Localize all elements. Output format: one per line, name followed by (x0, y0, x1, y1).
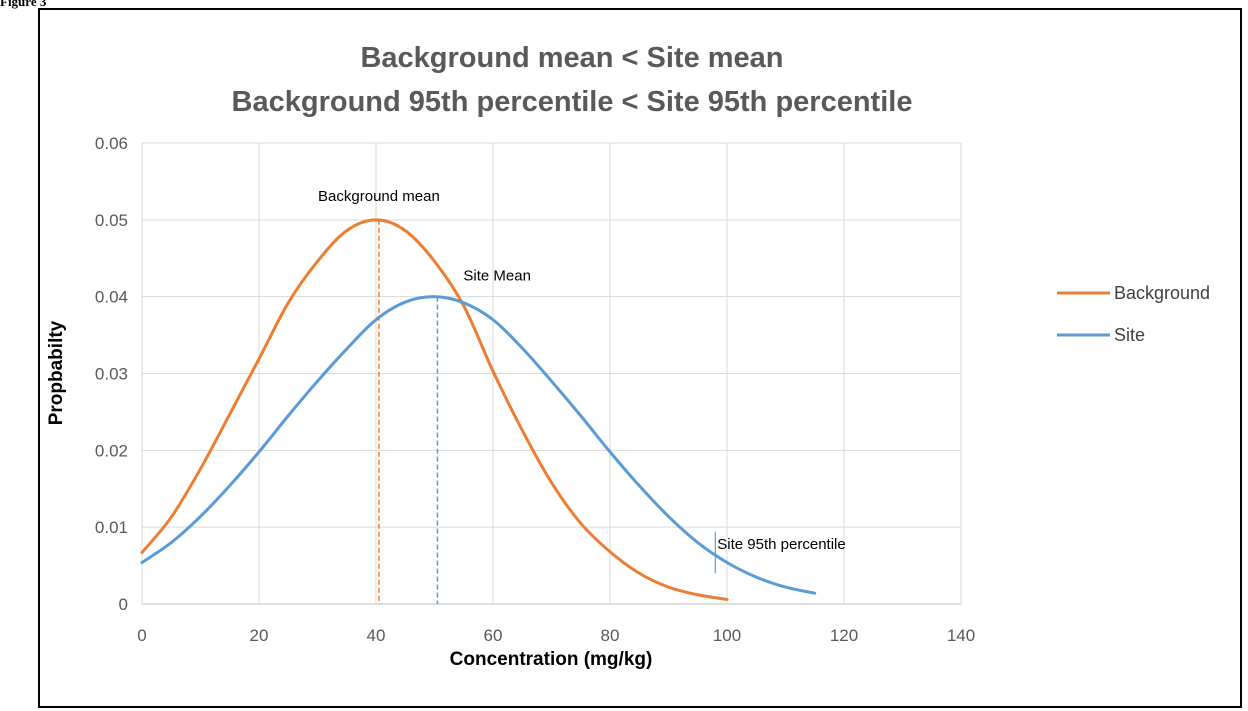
y-tick-label: 0.03 (95, 365, 128, 384)
grid-lines (141, 142, 962, 605)
annotation-site-mean: Site Mean (463, 268, 531, 285)
chart-title-line-1: Background mean < Site mean (360, 42, 783, 74)
y-tick-label: 0 (119, 595, 128, 614)
chart-frame (38, 8, 1242, 708)
x-tick-label: 20 (250, 626, 269, 645)
y-axis-label: Propbabilty (46, 320, 67, 425)
x-tick-label: 120 (830, 626, 858, 645)
reference-lines (378, 219, 716, 604)
x-tick-label: 80 (601, 626, 620, 645)
y-tick-label: 0.05 (95, 211, 128, 230)
annotations: Background mean Site Mean Site 95th percen… (318, 188, 846, 553)
y-tick-label: 0.02 (95, 441, 128, 460)
series-lines (140, 218, 817, 601)
legend-label-site: Site (1114, 325, 1145, 345)
y-tick-label: 0.06 (95, 134, 128, 153)
x-tick-label: 0 (137, 626, 146, 645)
figure-label: Figure 3 (0, 0, 47, 9)
x-tick-label: 60 (484, 626, 503, 645)
x-tick-label: 40 (367, 626, 386, 645)
x-axis-label: Concentration (mg/kg) (450, 649, 653, 670)
chart-title-line-2: Background 95th percentile < Site 95th p… (232, 86, 913, 118)
legend-label-background: Background (1114, 283, 1210, 303)
y-tick-label: 0.01 (95, 518, 128, 537)
y-tick-label: 0.04 (95, 288, 128, 307)
annotation-background-mean: Background mean (318, 188, 440, 205)
x-tick-label: 100 (713, 626, 741, 645)
annotation-site-95th-percentile: Site 95th percentile (717, 536, 845, 553)
tick-labels: 0 0.01 0.02 0.03 0.04 0.05 0.06 0 20 40 60 80 100 120… (95, 134, 975, 645)
legend: Background Site (1057, 283, 1210, 345)
series-line-background (140, 218, 729, 601)
x-tick-label: 140 (947, 626, 975, 645)
series-line-site (140, 295, 817, 595)
